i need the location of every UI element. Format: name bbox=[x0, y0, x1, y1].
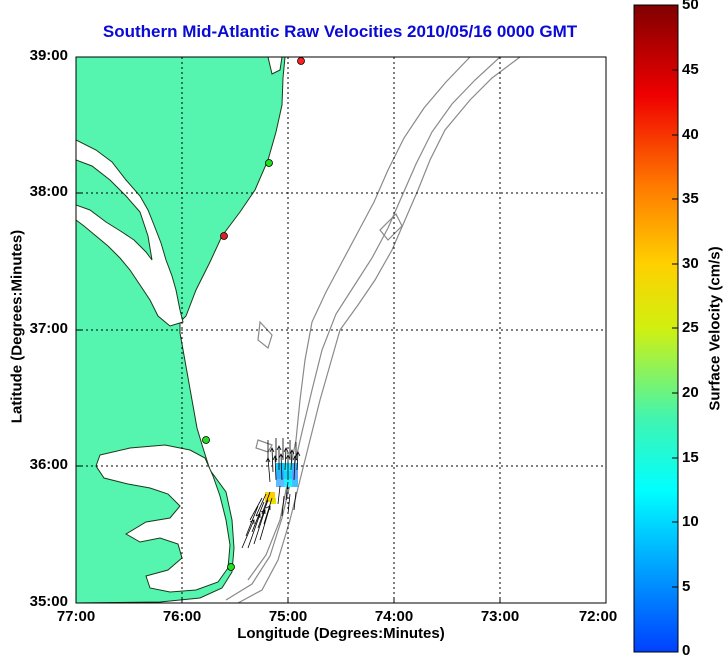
lat-tick-label: 39:00 bbox=[29, 47, 68, 64]
colorbar-tick-label: 0 bbox=[682, 642, 691, 659]
colorbar-label: Surface Velocity (cm/s) bbox=[706, 246, 724, 411]
axis-ticks bbox=[76, 56, 501, 603]
colorbar-tick-label: 15 bbox=[682, 449, 699, 466]
station-cape-charles bbox=[220, 232, 228, 240]
lon-tick-label: 72:00 bbox=[578, 608, 618, 625]
delaware-bay bbox=[267, 57, 283, 75]
lon-tick-label: 75:00 bbox=[268, 608, 308, 625]
station-hatteras bbox=[227, 563, 235, 571]
colorbar-tick-label: 5 bbox=[682, 578, 691, 595]
lon-tick-label: 77:00 bbox=[56, 608, 96, 625]
map-title: Southern Mid-Atlantic Raw Velocities 201… bbox=[102, 22, 578, 41]
colorbar-tick-label: 30 bbox=[682, 255, 699, 272]
colorbar-tick-label: 50 bbox=[682, 0, 699, 13]
lon-tick-label: 74:00 bbox=[374, 608, 414, 625]
colorbar-tick-label: 45 bbox=[682, 61, 699, 78]
lat-tick-label: 37:00 bbox=[29, 320, 68, 337]
y-axis-label: Latitude (Degrees:Minutes) bbox=[8, 229, 26, 424]
velocity-vectors bbox=[241, 438, 301, 549]
station-delmarva bbox=[265, 159, 273, 167]
colorbar-tick-label: 40 bbox=[682, 126, 699, 143]
lon-tick-label: 73:00 bbox=[480, 608, 520, 625]
colorbar bbox=[633, 4, 679, 653]
pamlico-sound bbox=[95, 444, 231, 593]
colorbar-tick-label: 25 bbox=[682, 319, 699, 336]
station-duck bbox=[202, 436, 210, 444]
lon-tick-label: 76:00 bbox=[162, 608, 202, 625]
colorbar-tick-label: 10 bbox=[682, 513, 699, 530]
chesapeake-bay bbox=[76, 139, 184, 327]
lat-tick-label: 36:00 bbox=[29, 456, 68, 473]
colorbar-tick-label: 35 bbox=[682, 190, 699, 207]
station-north bbox=[297, 57, 305, 65]
x-axis-label: Longitude (Degrees:Minutes) bbox=[237, 625, 445, 642]
colorbar-ticks bbox=[672, 69, 678, 588]
lat-tick-label: 35:00 bbox=[29, 593, 68, 610]
bathymetry-contours bbox=[225, 57, 521, 603]
lat-tick-label: 38:00 bbox=[29, 183, 68, 200]
colorbar-tick-label: 20 bbox=[682, 384, 699, 401]
